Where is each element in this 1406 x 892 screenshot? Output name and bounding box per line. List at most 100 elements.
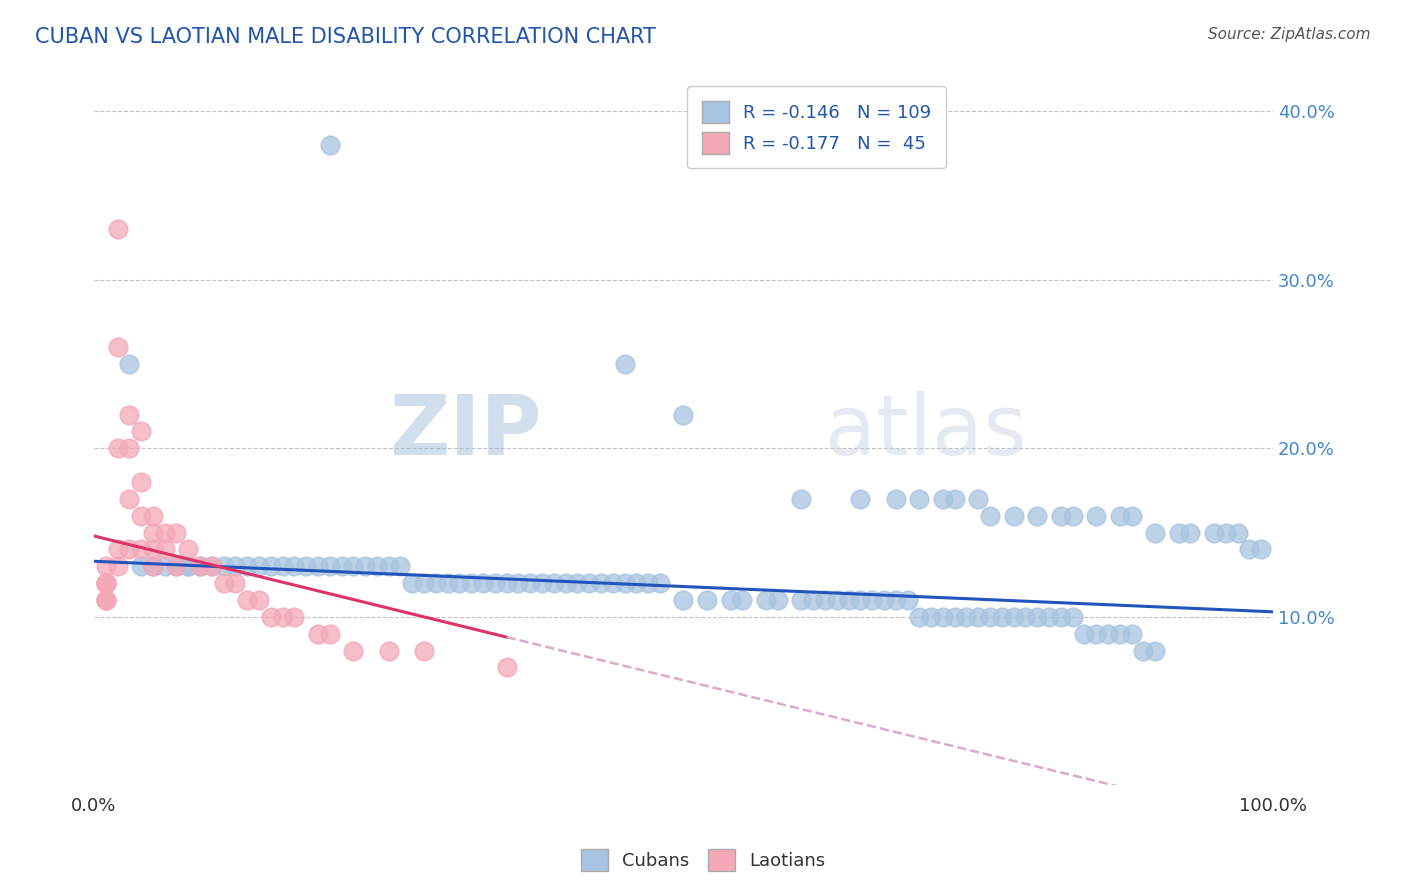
Point: [129, 508, 152, 523]
Point: [967, 491, 990, 506]
Point: [979, 508, 1001, 523]
Point: [413, 576, 436, 591]
Point: [201, 559, 224, 574]
Point: [118, 491, 141, 506]
Point: [177, 542, 200, 557]
Point: [142, 542, 165, 557]
Point: [247, 559, 270, 574]
Point: [94, 593, 117, 607]
Point: [436, 576, 458, 591]
Point: [1226, 525, 1249, 540]
Point: [1215, 525, 1237, 540]
Point: [519, 576, 541, 591]
Point: [672, 593, 695, 607]
Point: [1167, 525, 1189, 540]
Point: [991, 610, 1014, 624]
Point: [283, 610, 305, 624]
Point: [860, 593, 883, 607]
Legend: R = -0.146   N = 109, R = -0.177   N =  45: R = -0.146 N = 109, R = -0.177 N = 45: [688, 87, 946, 169]
Point: [236, 559, 259, 574]
Point: [884, 593, 907, 607]
Text: CUBAN VS LAOTIAN MALE DISABILITY CORRELATION CHART: CUBAN VS LAOTIAN MALE DISABILITY CORRELA…: [35, 27, 657, 46]
Point: [472, 576, 495, 591]
Point: [1097, 626, 1119, 640]
Point: [166, 559, 188, 574]
Point: [425, 576, 447, 591]
Point: [1132, 643, 1154, 657]
Point: [319, 626, 342, 640]
Point: [1026, 610, 1049, 624]
Point: [554, 576, 576, 591]
Point: [543, 576, 565, 591]
Point: [1239, 542, 1261, 557]
Point: [1085, 508, 1108, 523]
Point: [1014, 610, 1036, 624]
Point: [755, 593, 778, 607]
Point: [1144, 525, 1167, 540]
Point: [271, 610, 294, 624]
Point: [260, 559, 283, 574]
Point: [637, 576, 659, 591]
Point: [484, 576, 506, 591]
Point: [884, 491, 907, 506]
Point: [1062, 610, 1084, 624]
Point: [118, 408, 141, 422]
Point: [389, 559, 412, 574]
Point: [295, 559, 318, 574]
Point: [354, 559, 377, 574]
Point: [613, 576, 636, 591]
Point: [260, 610, 283, 624]
Point: [330, 559, 353, 574]
Point: [107, 559, 129, 574]
Point: [1144, 643, 1167, 657]
Point: [153, 559, 176, 574]
Point: [307, 626, 329, 640]
Point: [201, 559, 224, 574]
Point: [943, 491, 966, 506]
Point: [342, 643, 364, 657]
Point: [1049, 508, 1071, 523]
Point: [224, 559, 246, 574]
Text: ZIP: ZIP: [389, 391, 541, 472]
Point: [94, 593, 117, 607]
Point: [508, 576, 530, 591]
Point: [118, 442, 141, 456]
Point: [1026, 508, 1049, 523]
Point: [801, 593, 824, 607]
Point: [94, 576, 117, 591]
Point: [212, 576, 235, 591]
Text: Source: ZipAtlas.com: Source: ZipAtlas.com: [1208, 27, 1371, 42]
Point: [307, 559, 329, 574]
Point: [790, 593, 813, 607]
Point: [107, 442, 129, 456]
Point: [530, 576, 553, 591]
Text: atlas: atlas: [825, 391, 1026, 472]
Point: [613, 357, 636, 371]
Point: [236, 593, 259, 607]
Point: [790, 491, 813, 506]
Point: [696, 593, 718, 607]
Point: [107, 340, 129, 354]
Point: [908, 610, 931, 624]
Point: [943, 610, 966, 624]
Point: [979, 610, 1001, 624]
Point: [283, 559, 305, 574]
Point: [495, 576, 517, 591]
Point: [720, 593, 742, 607]
Point: [166, 525, 188, 540]
Point: [849, 491, 872, 506]
Point: [271, 559, 294, 574]
Point: [896, 593, 918, 607]
Point: [602, 576, 624, 591]
Point: [495, 660, 517, 674]
Point: [188, 559, 211, 574]
Point: [142, 559, 165, 574]
Point: [247, 593, 270, 607]
Point: [413, 643, 436, 657]
Point: [920, 610, 942, 624]
Point: [932, 610, 955, 624]
Point: [1049, 610, 1071, 624]
Point: [118, 357, 141, 371]
Legend: Cubans, Laotians: Cubans, Laotians: [574, 842, 832, 879]
Point: [908, 491, 931, 506]
